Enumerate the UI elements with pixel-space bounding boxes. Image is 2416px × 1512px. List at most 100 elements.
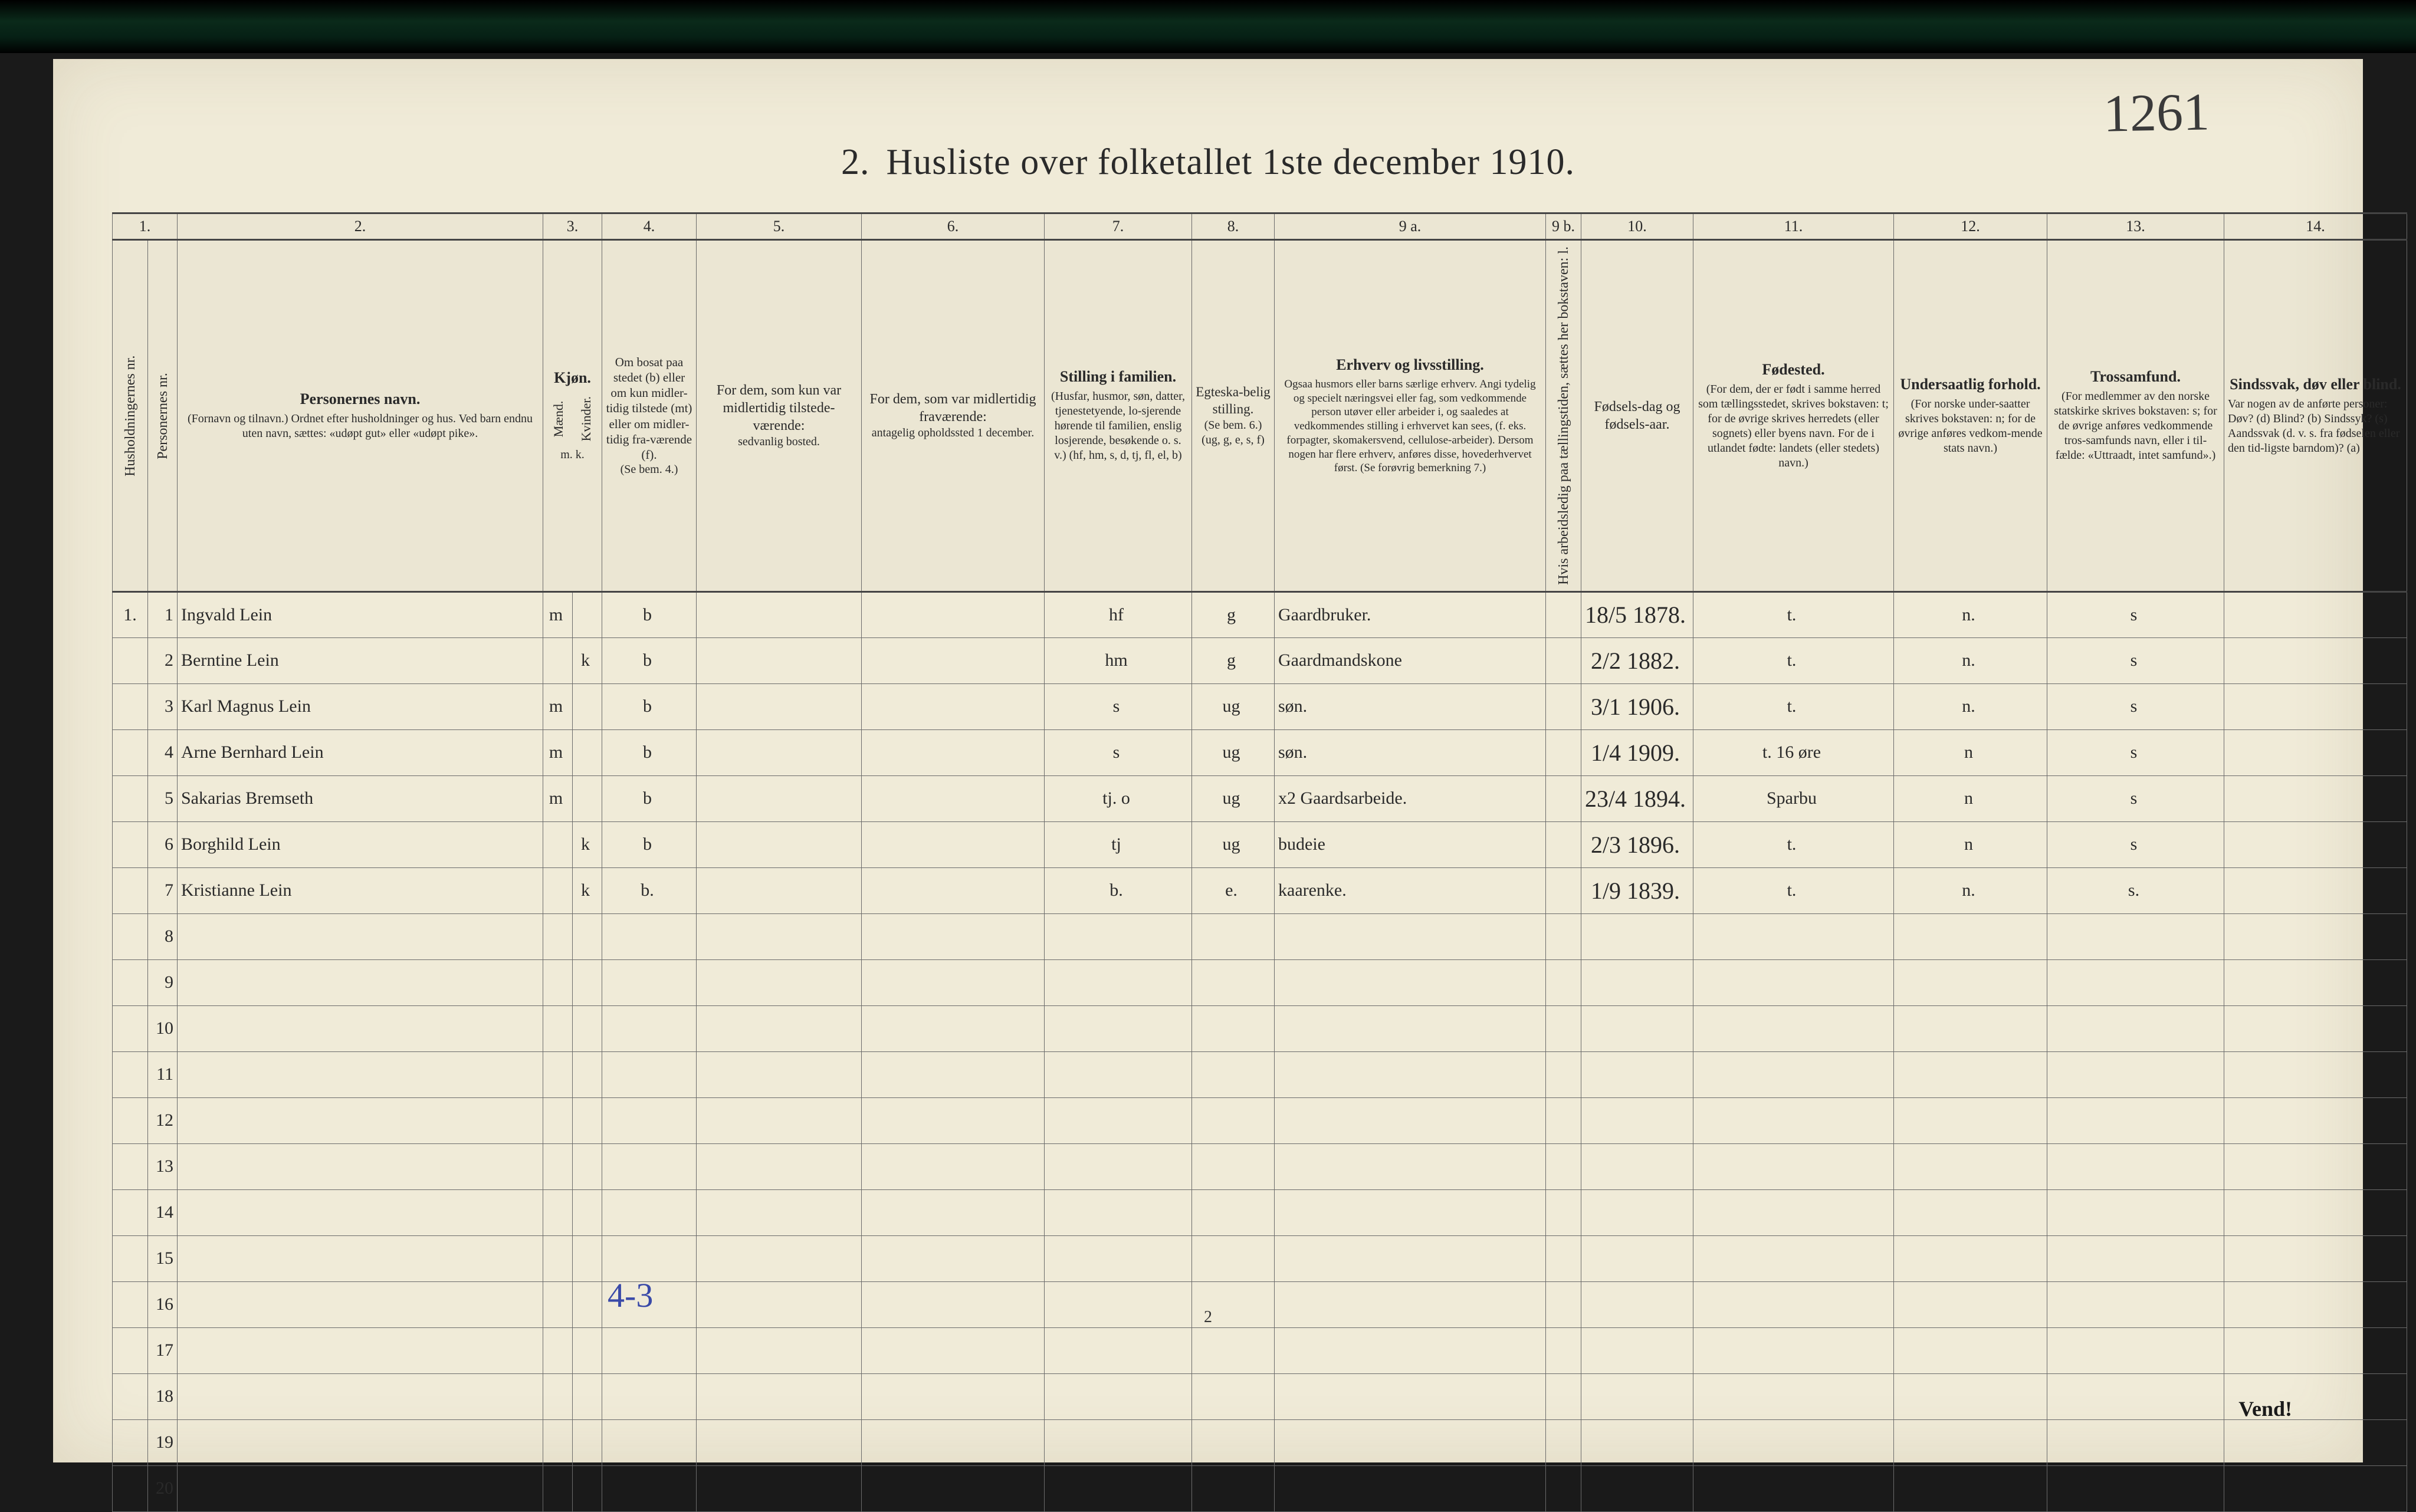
cell-empty bbox=[1275, 913, 1546, 959]
cell-empty bbox=[1192, 1189, 1275, 1235]
cell-disability bbox=[2224, 775, 2407, 821]
cell-empty bbox=[602, 1005, 697, 1051]
cell-empty bbox=[1693, 913, 1894, 959]
cell-empty bbox=[573, 959, 602, 1005]
col-occupation-sub: Ogsaa husmors eller barns særlige erhver… bbox=[1278, 377, 1542, 475]
colnum-5: 5. bbox=[697, 213, 862, 240]
col-temp-present-sub: sedvanlig bosted. bbox=[700, 435, 858, 449]
cell-empty bbox=[602, 1373, 697, 1419]
cell-empty bbox=[1192, 1051, 1275, 1097]
cell-empty bbox=[697, 1419, 862, 1465]
cell-empty bbox=[1546, 1235, 1581, 1281]
cell-religion: s. bbox=[2047, 867, 2224, 913]
cell-empty bbox=[1192, 1005, 1275, 1051]
cell-empty bbox=[1581, 1143, 1693, 1189]
cell-empty bbox=[1045, 1465, 1192, 1511]
cell-household-nr bbox=[113, 1235, 148, 1281]
cell-temp-absent bbox=[862, 683, 1045, 729]
cell-empty bbox=[1693, 1373, 1894, 1419]
cell-birthplace: t. bbox=[1693, 683, 1894, 729]
cell-temp-present bbox=[697, 729, 862, 775]
cell-empty bbox=[697, 1051, 862, 1097]
colnum-3: 3. bbox=[543, 213, 602, 240]
cell-empty bbox=[1045, 1373, 1192, 1419]
colnum-9b: 9 b. bbox=[1546, 213, 1581, 240]
table-row-empty: 14 bbox=[113, 1189, 2407, 1235]
col-family-position-main: Stilling i familien. bbox=[1048, 368, 1188, 386]
cell-dob: 18/5 1878. bbox=[1581, 591, 1693, 637]
title-section-number: 2. bbox=[841, 142, 870, 182]
cell-household-nr bbox=[113, 1051, 148, 1097]
cell-empty bbox=[1581, 1005, 1693, 1051]
cell-empty bbox=[2047, 1327, 2224, 1373]
table-row-empty: 8 bbox=[113, 913, 2407, 959]
cell-empty bbox=[1546, 1465, 1581, 1511]
cell-empty bbox=[2047, 1235, 2224, 1281]
cell-empty bbox=[1192, 1097, 1275, 1143]
col-disability-main: Sindssvak, døv eller blind. bbox=[2228, 376, 2403, 393]
cell-birthplace: t. bbox=[1693, 867, 1894, 913]
cell-person-nr: 2 bbox=[148, 637, 178, 683]
cell-household-nr bbox=[113, 1465, 148, 1511]
cell-temp-absent bbox=[862, 867, 1045, 913]
cell-birthplace: t. bbox=[1693, 637, 1894, 683]
cell-sex-k: k bbox=[573, 821, 602, 867]
cell-empty bbox=[602, 1235, 697, 1281]
col-religion: Trossamfund. (For medlemmer av den norsk… bbox=[2047, 240, 2224, 592]
table-row-empty: 12 bbox=[113, 1097, 2407, 1143]
cell-temp-present bbox=[697, 683, 862, 729]
cell-empty bbox=[178, 1097, 543, 1143]
col-religion-main: Trossamfund. bbox=[2051, 368, 2220, 386]
cell-household-nr bbox=[113, 1005, 148, 1051]
cell-empty bbox=[602, 1097, 697, 1143]
cell-empty bbox=[1894, 913, 2047, 959]
cell-empty bbox=[602, 1189, 697, 1235]
cell-occupation: budeie bbox=[1275, 821, 1546, 867]
cell-empty bbox=[697, 1143, 862, 1189]
cell-empty bbox=[1546, 1051, 1581, 1097]
cell-nationality: n. bbox=[1894, 683, 2047, 729]
cell-sex-k: k bbox=[573, 867, 602, 913]
cell-empty bbox=[573, 1327, 602, 1373]
cell-empty bbox=[573, 1097, 602, 1143]
cell-empty bbox=[178, 1005, 543, 1051]
cell-family-position: hm bbox=[1045, 637, 1192, 683]
col-sex-female: Kvinder. bbox=[578, 390, 595, 447]
cell-household-nr bbox=[113, 1327, 148, 1373]
table-row-empty: 10 bbox=[113, 1005, 2407, 1051]
cell-empty bbox=[1894, 1005, 2047, 1051]
cell-empty bbox=[1045, 1097, 1192, 1143]
cell-empty bbox=[1581, 1189, 1693, 1235]
cell-empty bbox=[543, 1143, 573, 1189]
cell-empty bbox=[1581, 959, 1693, 1005]
cell-empty bbox=[1581, 1051, 1693, 1097]
cell-empty bbox=[543, 913, 573, 959]
col-marital: Egteska-belig stilling. (Se bem. 6.) (ug… bbox=[1192, 240, 1275, 592]
cell-dob: 2/2 1882. bbox=[1581, 637, 1693, 683]
col-temp-absent-sub: antagelig opholdssted 1 december. bbox=[865, 426, 1040, 441]
cell-occupation: Gaardbruker. bbox=[1275, 591, 1546, 637]
cell-empty bbox=[1894, 1419, 2047, 1465]
cell-residence: b bbox=[602, 591, 697, 637]
cell-empty bbox=[1275, 1373, 1546, 1419]
cell-empty bbox=[178, 1419, 543, 1465]
cell-person-nr: 10 bbox=[148, 1005, 178, 1051]
cell-sex-m: m bbox=[543, 775, 573, 821]
cell-empty bbox=[1275, 1005, 1546, 1051]
cell-temp-present bbox=[697, 591, 862, 637]
cell-sex-m bbox=[543, 867, 573, 913]
cell-empty bbox=[2224, 1143, 2407, 1189]
cell-empty bbox=[178, 1373, 543, 1419]
col-family-position: Stilling i familien. (Husfar, husmor, sø… bbox=[1045, 240, 1192, 592]
cell-family-position: s bbox=[1045, 683, 1192, 729]
col-temp-present: For dem, som kun var midlertidig tilsted… bbox=[697, 240, 862, 592]
cell-empty bbox=[543, 1051, 573, 1097]
colnum-12: 12. bbox=[1894, 213, 2047, 240]
col-dob: Fødsels-dag og fødsels-aar. bbox=[1581, 240, 1693, 592]
cell-residence: b bbox=[602, 775, 697, 821]
col-name-sub: (Fornavn og tilnavn.) Ordnet efter husho… bbox=[181, 412, 539, 441]
cell-marital: g bbox=[1192, 591, 1275, 637]
cell-empty bbox=[1693, 959, 1894, 1005]
col-temp-present-main: For dem, som kun var midlertidig tilsted… bbox=[700, 382, 858, 435]
cell-empty bbox=[178, 959, 543, 1005]
